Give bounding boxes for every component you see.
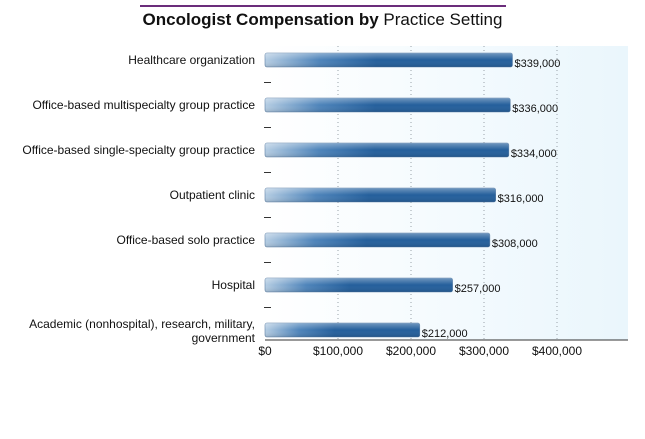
bar-shine	[265, 53, 513, 67]
x-tick-label: $100,000	[313, 344, 363, 358]
category-label: Office-based solo practice	[116, 233, 255, 247]
value-label: $334,000	[511, 148, 557, 160]
x-tick-label: $400,000	[532, 344, 582, 358]
bar-shine	[265, 188, 496, 202]
category-label: Outpatient clinic	[170, 188, 255, 202]
bar-shine	[265, 323, 420, 337]
value-label: $257,000	[455, 283, 501, 295]
category-label: Academic (nonhospital), research, milita…	[29, 317, 255, 331]
bar-shine	[265, 278, 453, 292]
value-label: $336,000	[512, 103, 558, 115]
title-rule	[140, 5, 506, 7]
value-label: $212,000	[422, 328, 468, 340]
category-label: government	[192, 331, 256, 345]
chart-title-bold: Oncologist Compensation by	[142, 10, 379, 29]
value-label: $339,000	[514, 58, 560, 70]
bar-shine	[265, 233, 490, 247]
value-label: $316,000	[498, 193, 544, 205]
category-label: Hospital	[212, 278, 255, 292]
bar-shine	[265, 98, 511, 112]
chart-title: Oncologist Compensation by Practice Sett…	[0, 10, 645, 30]
x-tick-label: $0	[258, 344, 272, 358]
bar-shine	[265, 143, 509, 157]
category-label: Office-based multispecialty group practi…	[32, 98, 255, 112]
x-tick-label: $300,000	[459, 344, 509, 358]
chart-title-rest: Practice Setting	[378, 10, 503, 29]
value-label: $308,000	[492, 238, 538, 250]
x-tick-label: $200,000	[386, 344, 436, 358]
category-label: Office-based single-specialty group prac…	[22, 143, 255, 157]
category-label: Healthcare organization	[128, 53, 255, 67]
